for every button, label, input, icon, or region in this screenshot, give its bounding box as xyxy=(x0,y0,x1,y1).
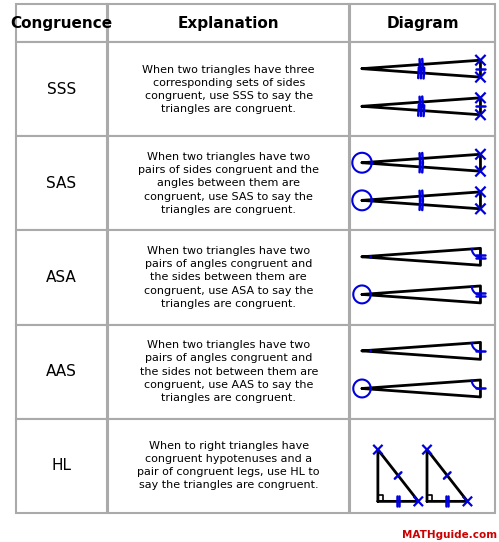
Bar xyxy=(108,230,349,325)
Bar xyxy=(16,230,107,325)
Bar xyxy=(108,4,349,42)
Bar xyxy=(350,42,495,137)
Text: When two triangles have two
pairs of sides congruent and the
angles between them: When two triangles have two pairs of sid… xyxy=(138,152,319,215)
Bar xyxy=(350,4,495,42)
Bar xyxy=(16,418,107,513)
Text: Explanation: Explanation xyxy=(178,16,279,31)
Text: ASA: ASA xyxy=(46,270,77,285)
Text: When two triangles have three
corresponding sets of sides
congruent, use SSS to : When two triangles have three correspond… xyxy=(143,64,315,114)
Text: HL: HL xyxy=(51,458,71,473)
Text: MATHguide.com: MATHguide.com xyxy=(402,530,497,540)
Bar xyxy=(16,42,107,137)
Bar xyxy=(108,42,349,137)
Bar xyxy=(350,325,495,418)
Text: SSS: SSS xyxy=(47,82,76,97)
Bar xyxy=(350,137,495,230)
Bar xyxy=(16,325,107,418)
Bar xyxy=(350,418,495,513)
Bar xyxy=(108,325,349,418)
Bar xyxy=(16,4,107,42)
Text: When to right triangles have
congruent hypotenuses and a
pair of congruent legs,: When to right triangles have congruent h… xyxy=(138,441,320,491)
Text: Congruence: Congruence xyxy=(10,16,113,31)
Text: AAS: AAS xyxy=(46,364,77,379)
Text: When two triangles have two
pairs of angles congruent and
the sides not between : When two triangles have two pairs of ang… xyxy=(140,340,318,403)
Text: When two triangles have two
pairs of angles congruent and
the sides between them: When two triangles have two pairs of ang… xyxy=(144,246,313,309)
Bar xyxy=(16,137,107,230)
Bar xyxy=(350,230,495,325)
Text: Diagram: Diagram xyxy=(386,16,459,31)
Bar xyxy=(108,137,349,230)
Text: SAS: SAS xyxy=(46,176,76,191)
Bar xyxy=(108,418,349,513)
